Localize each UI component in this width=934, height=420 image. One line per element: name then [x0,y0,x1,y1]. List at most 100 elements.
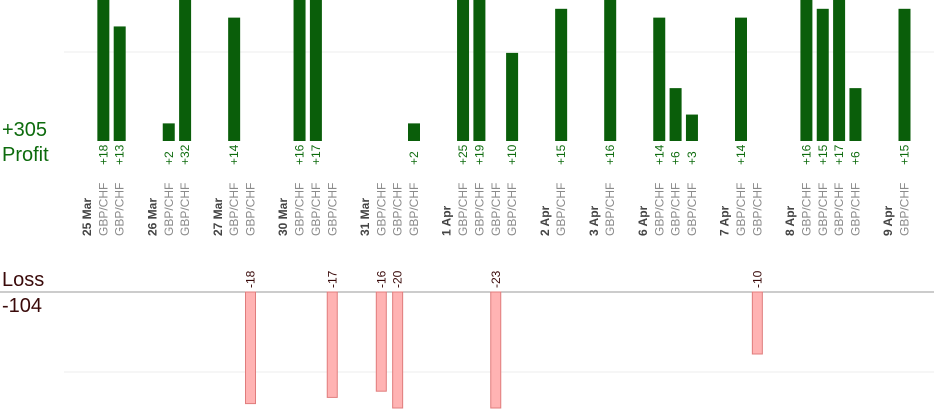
profit-value-label: +16 [799,144,813,165]
pair-label: GBP/CHF [293,183,307,236]
profit-bar [506,52,519,141]
profit-label: Profit [2,144,49,166]
pair-label: GBP/CHF [685,183,699,236]
date-label: 6 Apr [636,205,650,236]
pair-label: GBP/CHF [178,183,192,236]
pair-label: GBP/CHF [391,183,405,236]
profit-bar [816,8,829,141]
loss-value-label: -17 [325,270,339,288]
date-label: 7 Apr [718,205,732,236]
date-label: 1 Apr [440,205,454,236]
pair-label: GBP/CHF [227,183,241,236]
date-label: 9 Apr [881,205,895,236]
profit-bar [898,8,911,141]
profit-bar [457,0,470,141]
profit-bar [293,0,306,141]
profit-bar [228,17,241,141]
profit-total: +305 [2,119,48,141]
pair-label: GBP/CHF [96,183,110,236]
date-label: 3 Apr [587,205,601,236]
profit-value-label: +25 [456,144,470,165]
date-label: 25 Mar [80,198,94,236]
loss-value-label: -20 [391,270,405,288]
profit-value-label: +14 [227,144,241,165]
profit-value-label: +16 [293,144,307,165]
profit-bar [162,123,175,141]
profit-value-label: +15 [816,144,830,165]
profit-bar [97,0,110,141]
pair-label: GBP/CHF [374,183,388,236]
loss-value-label: -10 [750,270,764,288]
pair-label: GBP/CHF [244,183,258,236]
profit-bar [555,8,568,141]
profit-value-label: +16 [603,144,617,165]
pair-label: GBP/CHF [848,183,862,236]
profit-value-label: +6 [669,151,683,165]
pair-label: GBP/CHF [832,183,846,236]
profit-value-label: +17 [309,144,323,165]
date-label: 26 Mar [145,198,159,236]
loss-value-label: -16 [374,270,388,288]
profit-bar [833,0,846,141]
pair-label: GBP/CHF [816,183,830,236]
profit-value-label: +32 [178,144,192,165]
date-label: 31 Mar [358,198,372,236]
pair-label: GBP/CHF [750,183,764,236]
profit-value-label: +2 [162,151,176,165]
pair-label: GBP/CHF [669,183,683,236]
loss-bar [326,291,338,398]
loss-total: -104 [2,295,43,317]
profit-value-label: +10 [505,144,519,165]
loss-value-label: -23 [489,270,503,288]
date-label: 2 Apr [538,205,552,236]
loss-bar [490,291,502,409]
profit-bar [653,17,666,141]
pair-label: GBP/CHF [407,183,421,236]
date-label: 27 Mar [211,198,225,236]
date-label: 30 Mar [276,198,290,236]
profit-bar [408,123,420,141]
profit-bar [735,17,747,141]
profit-bar [669,88,682,141]
profit-value-label: +14 [734,144,748,165]
loss-label: Loss [2,269,45,291]
profit-value-label: +15 [554,144,568,165]
loss-bar [751,291,763,355]
pair-label: GBP/CHF [505,183,519,236]
profit-value-label: +2 [407,151,421,165]
pair-label: GBP/CHF [325,183,339,236]
profit-bar [685,114,698,141]
profit-value-label: +18 [96,144,110,165]
loss-bar [375,291,387,392]
loss-bar [245,291,256,405]
profit-bar [473,0,486,141]
pair-label: GBP/CHF [309,183,323,236]
pair-label: GBP/CHF [734,183,748,236]
pair-label: GBP/CHF [113,183,127,236]
pair-label: GBP/CHF [652,183,666,236]
profit-value-label: +15 [898,144,912,165]
profit-bar [800,0,813,141]
profit-bar [849,88,862,141]
profit-bar [179,0,192,141]
pair-label: GBP/CHF [162,183,176,236]
profit-value-label: +19 [472,144,486,165]
pair-label: GBP/CHF [456,183,470,236]
profit-value-label: +3 [685,151,699,165]
pair-label: GBP/CHF [603,183,617,236]
profit-value-label: +6 [848,151,862,165]
profit-bar [113,26,126,141]
pair-label: GBP/CHF [554,183,568,236]
profit-bar [604,0,617,141]
date-label: 8 Apr [783,205,797,236]
profit-value-label: +14 [652,144,666,165]
profit-value-label: +17 [832,144,846,165]
pair-label: GBP/CHF [898,183,912,236]
pair-label: GBP/CHF [799,183,813,236]
loss-value-label: -18 [244,270,258,288]
loss-bar [392,291,404,409]
pair-label: GBP/CHF [489,183,503,236]
profit-value-label: +13 [113,144,127,165]
profit-bar [309,0,322,141]
